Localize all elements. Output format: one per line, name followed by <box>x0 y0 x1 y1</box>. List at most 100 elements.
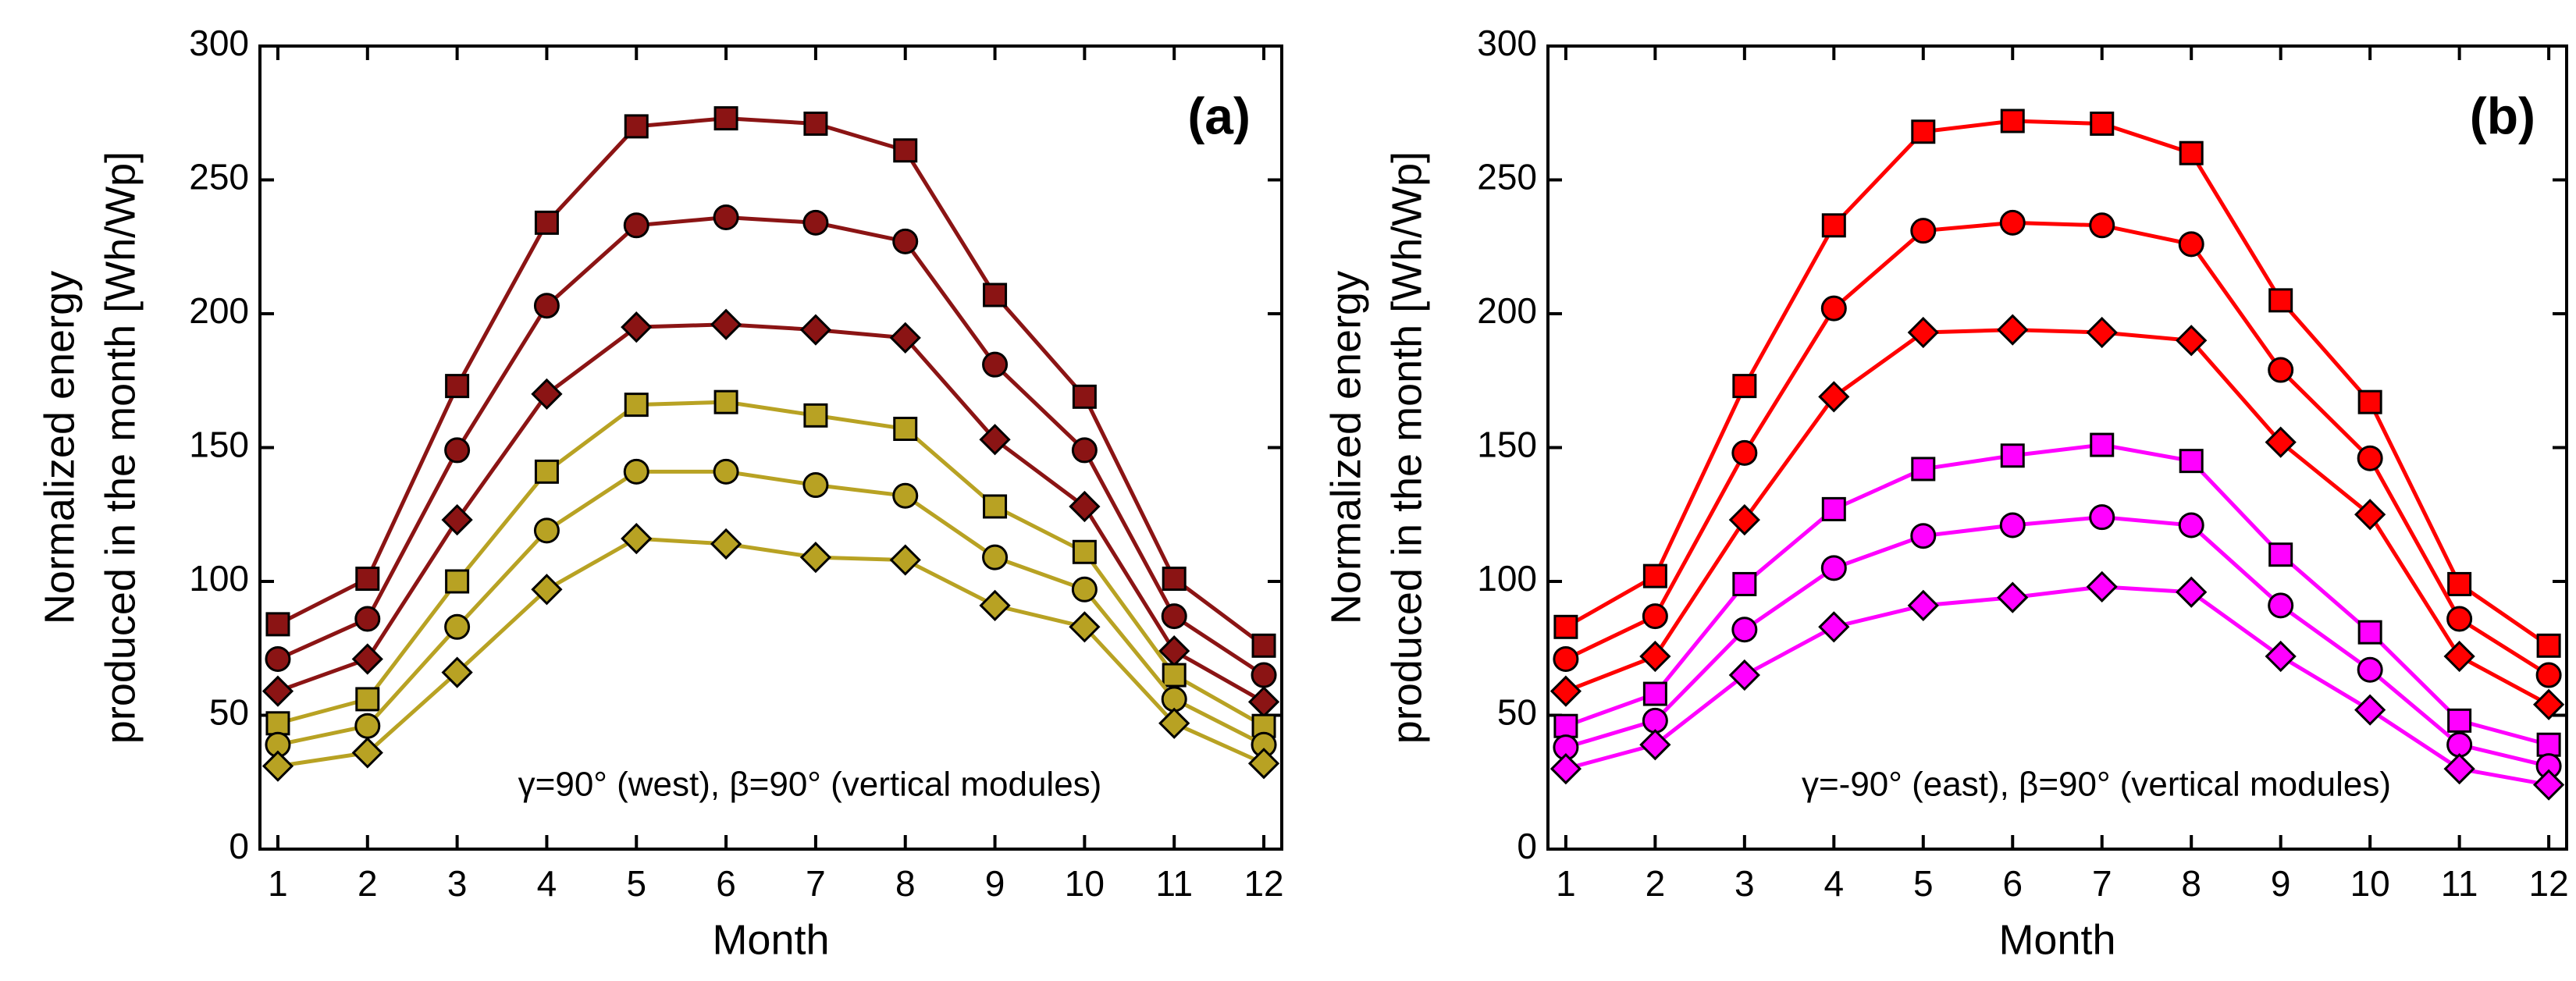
marker-diamond <box>1639 729 1671 761</box>
x-tick-label: 11 <box>1155 863 1193 904</box>
marker-diamond <box>1247 686 1280 718</box>
x-tick-label: 11 <box>2441 863 2478 904</box>
marker-diamond <box>2086 570 2118 602</box>
marker-diamond <box>262 750 294 782</box>
marker-diamond <box>1158 707 1190 739</box>
marker-square <box>2357 389 2382 414</box>
marker-circle <box>444 613 471 640</box>
marker-square <box>1642 681 1667 706</box>
marker-square <box>1732 571 1757 596</box>
marker-square <box>1642 563 1667 588</box>
y-tick-label: 0 <box>1517 826 1537 866</box>
marker-circle <box>1251 662 1277 688</box>
marker-diamond <box>1550 752 1582 785</box>
marker-diamond <box>2443 752 2475 785</box>
marker-diamond <box>1069 611 1101 643</box>
marker-circle <box>982 351 1009 378</box>
marker-diamond <box>262 675 294 707</box>
marker-circle <box>2268 592 2294 619</box>
y-tick-label: 100 <box>1477 558 1537 599</box>
y-tick-label: 50 <box>209 692 249 733</box>
marker-circle <box>265 645 291 672</box>
series-line <box>277 322 1265 704</box>
y-axis-label: produced in the month [Wh/Wp] <box>1383 151 1430 744</box>
x-tick-label: 2 <box>1646 863 1666 904</box>
marker-diamond <box>799 314 832 346</box>
x-tick-label: 7 <box>806 863 826 904</box>
y-tick-label: 150 <box>1477 425 1537 465</box>
marker-square <box>2357 620 2382 645</box>
x-tick-label: 8 <box>895 863 916 904</box>
marker-square <box>2000 108 2025 133</box>
marker-diamond <box>889 322 921 354</box>
marker-diamond <box>621 522 653 555</box>
x-tick-label: 2 <box>358 863 378 904</box>
marker-circle <box>2535 662 2562 688</box>
marker-circle <box>1553 645 1579 672</box>
y-tick-label: 300 <box>1477 23 1537 63</box>
marker-circle <box>2357 656 2383 683</box>
marker-square <box>2268 288 2293 313</box>
marker-square <box>1821 213 1846 238</box>
marker-diamond <box>1247 748 1280 780</box>
marker-diamond <box>1997 581 2029 613</box>
x-tick-label: 7 <box>2092 863 2112 904</box>
marker-square <box>1553 713 1578 738</box>
marker-diamond <box>2532 688 2565 720</box>
marker-square <box>265 612 290 637</box>
y-axis-label: Normalized energy <box>36 271 83 624</box>
marker-circle <box>1999 209 2026 236</box>
marker-diamond <box>351 643 383 675</box>
series-line <box>277 469 1265 747</box>
marker-square <box>803 111 828 136</box>
y-tick-label: 250 <box>1477 157 1537 197</box>
marker-circle <box>1910 218 1937 244</box>
marker-square <box>355 687 380 712</box>
plot-frame <box>1546 44 2568 851</box>
x-tick-label: 3 <box>447 863 468 904</box>
marker-circle <box>1820 295 1847 322</box>
marker-circle <box>354 713 381 739</box>
marker-diamond <box>1997 314 2029 346</box>
series-line <box>1564 220 2550 677</box>
marker-square <box>2447 708 2472 733</box>
series-line <box>276 215 1265 677</box>
marker-square <box>624 114 649 139</box>
marker-square <box>1072 384 1097 409</box>
marker-circle <box>1999 512 2026 538</box>
marker-diamond <box>2176 325 2208 357</box>
marker-circle <box>1642 707 1668 734</box>
marker-square <box>1732 374 1757 399</box>
marker-circle <box>2357 445 2383 471</box>
series-line <box>277 400 1265 728</box>
x-tick-label: 4 <box>537 863 557 904</box>
marker-circle <box>1731 617 1758 643</box>
marker-diamond <box>2354 694 2386 726</box>
marker-circle <box>623 212 649 239</box>
x-tick-label: 6 <box>2002 863 2023 904</box>
plot-frame <box>258 44 1283 851</box>
marker-circle <box>1161 603 1187 630</box>
x-tick-label: 1 <box>268 863 288 904</box>
marker-square <box>2179 449 2204 474</box>
marker-square <box>1162 567 1187 592</box>
marker-diamond <box>1818 381 1850 413</box>
series-line <box>277 536 1265 769</box>
marker-diamond <box>1550 675 1582 707</box>
x-tick-label: 12 <box>2529 863 2569 904</box>
marker-circle <box>2446 731 2473 758</box>
x-tick-label: 1 <box>1556 863 1576 904</box>
series-line <box>1564 119 2550 648</box>
marker-circle <box>892 228 919 254</box>
marker-diamond <box>799 542 832 574</box>
marker-diamond <box>531 574 563 606</box>
marker-square <box>2090 111 2115 136</box>
marker-diamond <box>2354 499 2386 531</box>
y-tick-label: 0 <box>229 826 249 866</box>
marker-square <box>713 106 738 131</box>
marker-circle <box>533 293 560 319</box>
marker-diamond <box>2443 640 2475 673</box>
marker-square <box>713 389 738 414</box>
marker-circle <box>2178 231 2204 258</box>
